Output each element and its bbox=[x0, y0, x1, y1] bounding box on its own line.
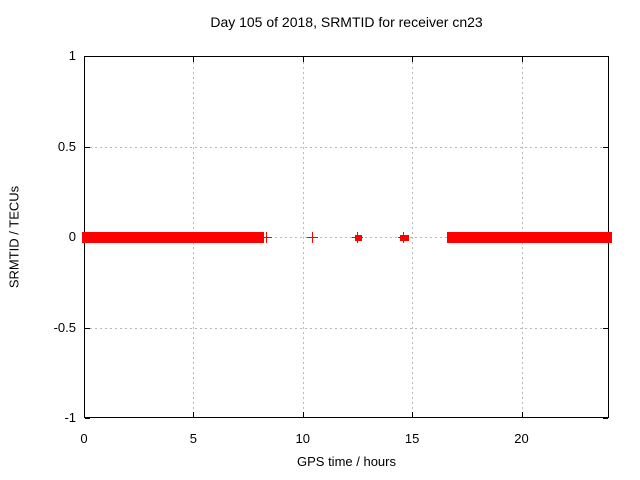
y-tick-right bbox=[603, 327, 608, 329]
y-tick-label: 1 bbox=[68, 48, 76, 63]
y-tick-right bbox=[603, 56, 608, 57]
chart-title: Day 105 of 2018, SRMTID for receiver cn2… bbox=[210, 14, 483, 30]
data-segment bbox=[82, 232, 265, 243]
plot-area bbox=[82, 56, 612, 419]
y-gridline bbox=[85, 237, 608, 238]
y-tick-left bbox=[85, 327, 90, 329]
y-tick-left bbox=[85, 418, 90, 419]
x-tick-label: 20 bbox=[514, 431, 529, 446]
data-point-cluster bbox=[355, 235, 362, 241]
x-tick-bottom bbox=[412, 412, 414, 417]
x-tick-top bbox=[302, 57, 304, 62]
y-tick-label: -0.5 bbox=[53, 319, 76, 335]
x-tick-label: 15 bbox=[404, 431, 420, 446]
y-tick-left bbox=[85, 146, 90, 148]
x-tick-bottom bbox=[521, 412, 523, 417]
y-tick-right bbox=[603, 418, 608, 419]
x-tick-label: 5 bbox=[189, 431, 197, 446]
x-tick-top bbox=[521, 57, 523, 62]
x-tick-label: 10 bbox=[295, 431, 310, 446]
data-segment bbox=[447, 232, 612, 243]
x-tick-bottom bbox=[193, 412, 195, 417]
x-tick-top bbox=[193, 57, 195, 62]
x-tick-label: 0 bbox=[80, 431, 88, 446]
y-tick-label: -1 bbox=[64, 410, 76, 425]
x-tick-bottom bbox=[84, 412, 85, 417]
y-tick-label: 0.5 bbox=[57, 138, 76, 154]
y-tick-right bbox=[603, 146, 608, 148]
x-axis-label: GPS time / hours bbox=[297, 454, 396, 469]
data-point-marker bbox=[306, 232, 318, 243]
data-point-marker bbox=[260, 232, 272, 243]
y-gridline bbox=[85, 327, 608, 329]
x-tick-top bbox=[84, 57, 85, 62]
y-tick-left bbox=[85, 56, 90, 57]
data-point-cluster bbox=[400, 235, 409, 241]
y-gridline bbox=[85, 146, 608, 148]
x-tick-top bbox=[412, 57, 414, 62]
y-tick-label: 0 bbox=[68, 229, 76, 244]
x-tick-bottom bbox=[302, 412, 304, 417]
